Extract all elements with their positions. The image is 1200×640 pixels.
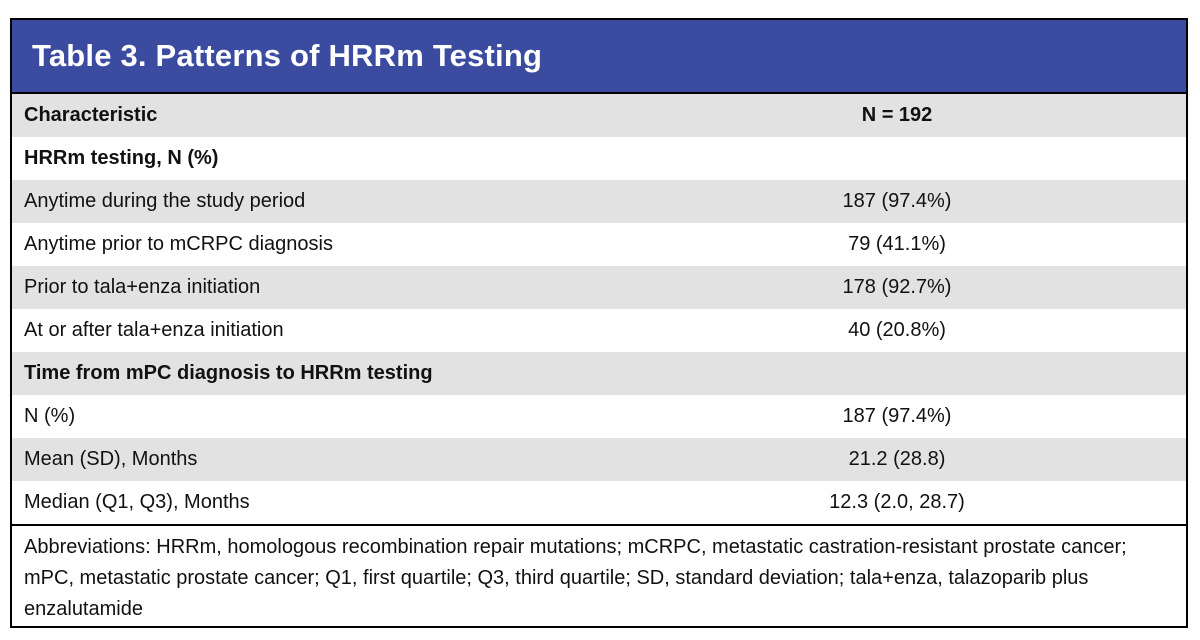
row-value: 178 (92.7%)	[842, 276, 952, 298]
table-row: Median (Q1, Q3), Months 12.3 (2.0, 28.7)	[12, 481, 1186, 524]
table-frame: Table 3. Patterns of HRRm Testing Charac…	[10, 18, 1188, 628]
abbreviations-footnote: Abbreviations: HRRm, homologous recombin…	[12, 524, 1186, 625]
section-heading-label: Time from mPC diagnosis to HRRm testing	[24, 362, 433, 384]
header-n-value: N = 192	[861, 104, 933, 126]
row-label: Median (Q1, Q3), Months	[24, 491, 250, 513]
table-header-row: Characteristic N = 192	[12, 94, 1186, 137]
row-value: 12.3 (2.0, 28.7)	[829, 491, 965, 513]
table-row: Anytime prior to mCRPC diagnosis 79 (41.…	[12, 223, 1186, 266]
row-label: Anytime prior to mCRPC diagnosis	[24, 233, 333, 255]
row-label: Anytime during the study period	[24, 190, 306, 212]
header-characteristic: Characteristic	[24, 104, 158, 126]
row-label: Mean (SD), Months	[24, 448, 198, 470]
row-value: 40 (20.8%)	[848, 319, 946, 341]
table-row: N (%) 187 (97.4%)	[12, 395, 1186, 438]
row-label: Prior to tala+enza initiation	[24, 276, 261, 298]
row-value: 187 (97.4%)	[842, 190, 952, 212]
table-title: Table 3. Patterns of HRRm Testing	[12, 20, 1186, 94]
table-row: At or after tala+enza initiation 40 (20.…	[12, 309, 1186, 352]
row-value: 79 (41.1%)	[848, 233, 946, 255]
row-value: 21.2 (28.8)	[848, 448, 946, 470]
section-heading-label: HRRm testing, N (%)	[24, 147, 219, 169]
table-row: Anytime during the study period 187 (97.…	[12, 180, 1186, 223]
row-label: N (%)	[24, 405, 76, 427]
table-row: Mean (SD), Months 21.2 (28.8)	[12, 438, 1186, 481]
section-heading-time-to-testing: Time from mPC diagnosis to HRRm testing	[12, 352, 1186, 395]
section-heading-hrrm-testing: HRRm testing, N (%)	[12, 137, 1186, 180]
table-row: Prior to tala+enza initiation 178 (92.7%…	[12, 266, 1186, 309]
row-value: 187 (97.4%)	[842, 405, 952, 427]
row-label: At or after tala+enza initiation	[24, 319, 284, 341]
